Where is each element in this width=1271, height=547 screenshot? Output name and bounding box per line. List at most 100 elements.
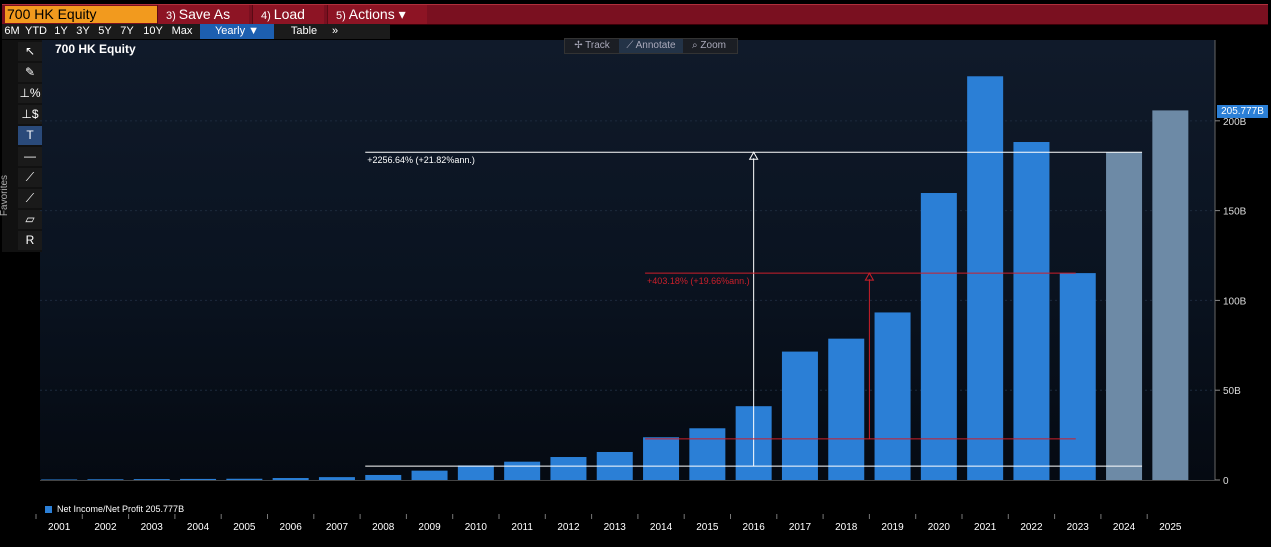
bar-2014 (643, 437, 680, 480)
range-3[interactable]: 3Y (76, 25, 90, 37)
save-as-label: Save As (178, 6, 231, 22)
side-tool-7[interactable]: ⟋ (18, 189, 42, 208)
x-tick-label-2019: 2019 (881, 522, 904, 533)
annotation-0-label: +2256.64% (+21.82%ann.) (367, 155, 475, 165)
range-bar: 6M YTD 1Y 3Y 5Y 7Y 10Y Max Yearly ▼ Table » (2, 24, 390, 39)
bar-2001 (41, 479, 78, 480)
x-tick-label-2014: 2014 (650, 522, 673, 533)
bar-2003 (133, 479, 170, 480)
x-tick-label-2009: 2009 (418, 522, 441, 533)
side-tool-1[interactable]: ✎ (18, 63, 42, 82)
range-10[interactable]: » (331, 25, 339, 37)
range-4[interactable]: 5Y (98, 25, 112, 37)
bar-2024 (1106, 152, 1143, 480)
x-tick-label-2023: 2023 (1067, 522, 1090, 533)
y-tick-label-0: 0 (1223, 476, 1229, 487)
annotation-1-arrow-head (864, 272, 875, 281)
annotation-1-label: +403.18% (+19.66%ann.) (647, 276, 750, 286)
x-tick-label-2006: 2006 (280, 522, 303, 533)
side-tool-4[interactable]: T (18, 126, 42, 145)
load-button[interactable]: 4) Load (252, 5, 324, 24)
mode-2[interactable]: ⌕ Zoom (692, 40, 726, 51)
bar-2022 (1013, 142, 1050, 480)
bar-2017 (781, 351, 818, 480)
x-tick-label-2011: 2011 (511, 522, 533, 533)
bar-2002 (87, 479, 124, 480)
x-tick-label-2008: 2008 (372, 522, 395, 533)
last-value-badge: 205.777B (1217, 105, 1268, 118)
bar-2018 (828, 338, 865, 480)
x-tick-label-2007: 2007 (326, 522, 349, 533)
side-tool-3[interactable]: ⊥$ (18, 105, 42, 124)
bar-2021 (967, 76, 1004, 480)
bar-2025 (1152, 110, 1189, 481)
command-bar: 700 HK Equity 3) Save As 4) Load 5) Actions… (2, 4, 1268, 25)
bar-2006 (272, 478, 309, 480)
bar-2023 (1059, 273, 1096, 480)
y-tick-label-2: 100B (1223, 296, 1247, 307)
x-tick-label-2022: 2022 (1020, 522, 1043, 533)
legend: Net Income/Net Profit 205.777B (45, 504, 184, 514)
side-tool-2[interactable]: ⊥% (18, 84, 42, 103)
x-tick-label-2020: 2020 (928, 522, 951, 533)
side-tool-0[interactable]: ↖ (18, 42, 42, 61)
range-0[interactable]: 6M (4, 25, 20, 37)
y-tick-label-3: 150B (1223, 207, 1247, 218)
save-as-number: 3) (166, 10, 176, 22)
legend-text: Net Income/Net Profit 205.777B (57, 504, 185, 514)
bar-2019 (874, 312, 911, 480)
mode-1[interactable]: ⟋ Annotate (619, 39, 683, 53)
bar-2009 (411, 470, 448, 480)
ticker-input[interactable]: 700 HK Equity (5, 6, 157, 23)
x-tick-label-2015: 2015 (696, 522, 719, 533)
actions-label: Actions ▾ (348, 6, 406, 22)
x-tick-label-2010: 2010 (465, 522, 488, 533)
y-tick-label-4: 200B (1223, 117, 1247, 128)
range-9[interactable]: Table (290, 25, 318, 37)
chart-title: 700 HK Equity (55, 42, 136, 56)
range-1[interactable]: YTD (25, 25, 47, 37)
side-tool-5[interactable]: — (18, 147, 42, 166)
x-tick-label-2018: 2018 (835, 522, 858, 533)
bar-2010 (457, 465, 494, 480)
x-tick-label-2025: 2025 (1159, 522, 1182, 533)
annotation-0-arrow-head (748, 151, 759, 160)
save-as-button[interactable]: 3) Save As (157, 5, 249, 24)
load-label: Load (273, 6, 305, 22)
bar-2004 (180, 478, 217, 480)
range-5[interactable]: 7Y (120, 25, 134, 37)
drawing-toolbar: Favorites ↖ ✎ ⊥% ⊥$ T — ⟋ ⟋ ▱ R (0, 40, 42, 252)
range-2[interactable]: 1Y (54, 25, 68, 37)
range-6[interactable]: 10Y (143, 25, 163, 37)
side-tool-8[interactable]: ▱ (18, 210, 42, 229)
load-number: 4) (261, 10, 271, 22)
range-7[interactable]: Max (171, 25, 193, 37)
x-tick-label-2001: 2001 (48, 522, 71, 533)
legend-swatch (45, 506, 52, 514)
bar-2012 (550, 457, 587, 480)
bar-2020 (920, 193, 957, 480)
x-tick-label-2003: 2003 (141, 522, 164, 533)
bar-2011 (504, 461, 541, 480)
side-tool-6[interactable]: ⟋ (18, 168, 42, 187)
x-tick-label-2017: 2017 (789, 522, 812, 533)
range-8[interactable]: Yearly ▼ (200, 24, 274, 39)
bar-2015 (689, 428, 726, 480)
x-axis-band (40, 517, 1215, 539)
y-tick-label-1: 50B (1223, 386, 1241, 397)
x-tick-label-2005: 2005 (233, 522, 256, 533)
x-tick-label-2013: 2013 (604, 522, 627, 533)
mode-0[interactable]: ✢ Track (574, 40, 610, 51)
x-tick-label-2021: 2021 (974, 522, 997, 533)
bar-2007 (318, 477, 355, 480)
x-tick-label-2002: 2002 (94, 522, 117, 533)
mode-bar: ✢ Track ⟋ Annotate ⌕ Zoom (564, 38, 738, 54)
x-tick-label-2016: 2016 (743, 522, 766, 533)
actions-menu[interactable]: 5) Actions ▾ (327, 5, 427, 24)
side-tool-9[interactable]: R (18, 231, 42, 250)
x-tick-label-2004: 2004 (187, 522, 210, 533)
x-tick-label-2024: 2024 (1113, 522, 1136, 533)
x-tick-label-2012: 2012 (557, 522, 580, 533)
